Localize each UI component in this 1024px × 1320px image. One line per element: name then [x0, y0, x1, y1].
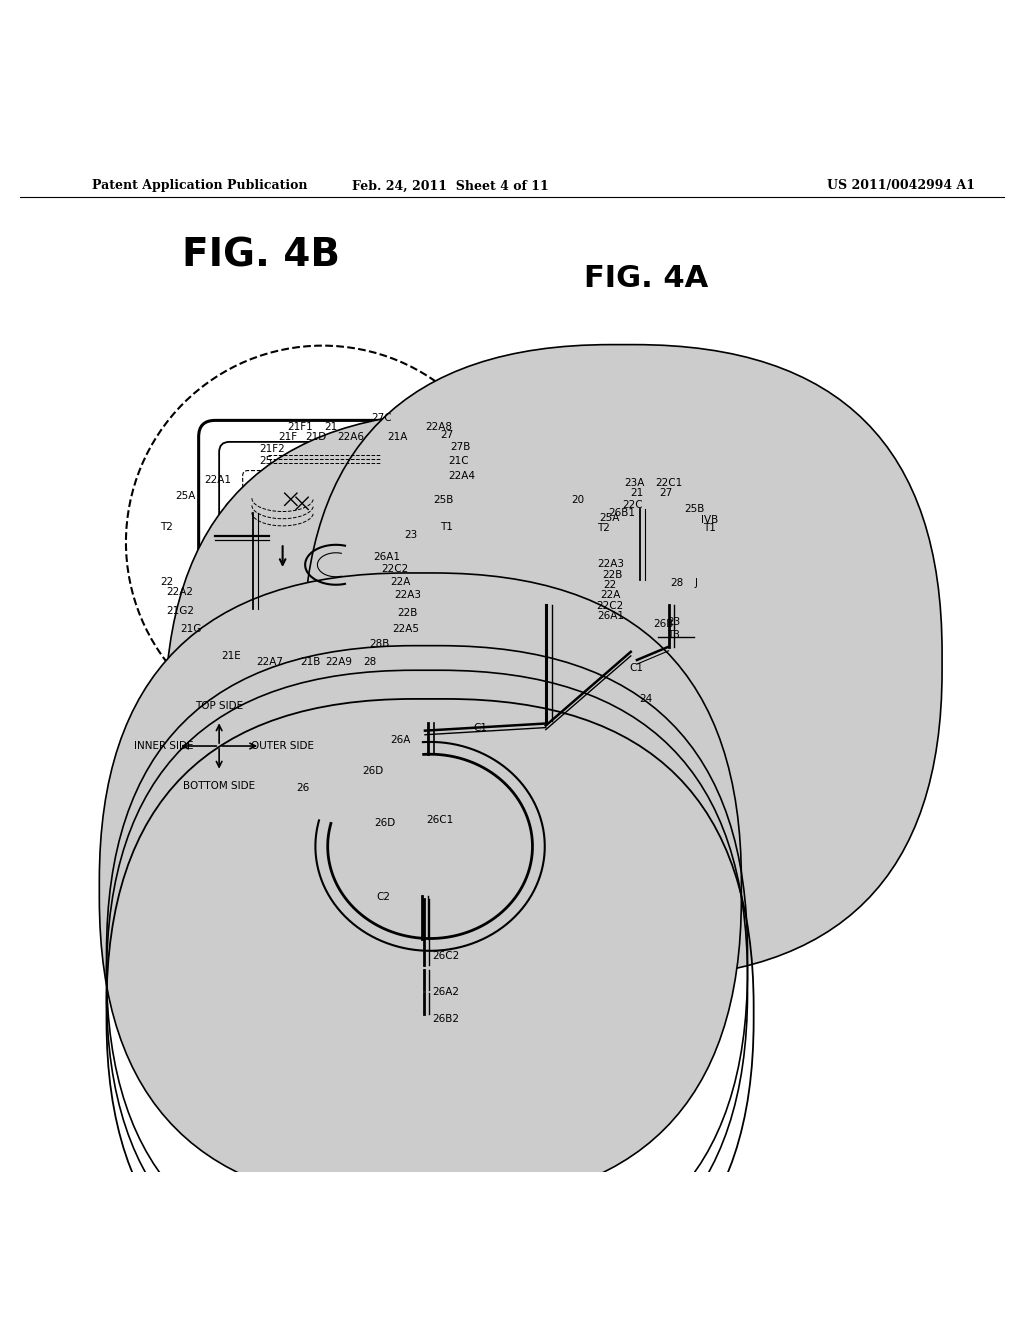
Text: 26D: 26D [375, 818, 395, 828]
Text: 22B: 22B [602, 570, 623, 579]
Text: 25B: 25B [684, 504, 705, 515]
Text: Feb. 24, 2011  Sheet 4 of 11: Feb. 24, 2011 Sheet 4 of 11 [352, 180, 549, 193]
Text: 25B: 25B [433, 495, 454, 506]
Text: 21G: 21G [180, 624, 201, 635]
Text: 25: 25 [260, 457, 272, 466]
Text: 26B: 26B [653, 619, 674, 630]
Text: 28: 28 [671, 578, 683, 589]
Text: 21C: 21C [449, 457, 469, 466]
Text: 22A3: 22A3 [597, 558, 624, 569]
Text: 23: 23 [668, 618, 680, 627]
Text: 27: 27 [659, 488, 672, 498]
Text: 27C: 27C [372, 413, 392, 424]
Text: C1: C1 [629, 663, 643, 673]
Text: 23A: 23A [625, 478, 645, 488]
Text: FIG. 4B: FIG. 4B [182, 236, 340, 275]
Text: 21F2: 21F2 [259, 444, 286, 454]
Text: 22A7: 22A7 [256, 657, 283, 667]
Text: 22A2: 22A2 [167, 587, 194, 598]
Text: 23: 23 [404, 531, 417, 540]
Text: T3: T3 [668, 631, 680, 640]
Text: 21A: 21A [387, 432, 408, 442]
Text: OUTER SIDE: OUTER SIDE [251, 741, 314, 751]
Text: 22B: 22B [397, 609, 418, 618]
Text: 22A5: 22A5 [392, 624, 419, 635]
Text: T1: T1 [440, 521, 453, 532]
Text: 26A1: 26A1 [374, 552, 400, 561]
Text: 21D: 21D [305, 432, 326, 442]
Text: 22A: 22A [600, 590, 621, 601]
Text: 22A9: 22A9 [326, 657, 352, 667]
Text: 21F: 21F [279, 432, 297, 442]
FancyBboxPatch shape [99, 573, 741, 1205]
Text: IVB: IVB [701, 515, 718, 525]
Text: 22A: 22A [390, 577, 411, 587]
FancyBboxPatch shape [303, 345, 942, 978]
Text: 22C: 22C [623, 500, 643, 511]
Text: 26C2: 26C2 [432, 950, 459, 961]
Text: 26A: 26A [390, 735, 411, 744]
Text: 22: 22 [161, 577, 173, 587]
Text: 26B2: 26B2 [432, 1015, 459, 1024]
Text: 21: 21 [325, 421, 337, 432]
Text: Patent Application Publication: Patent Application Publication [92, 180, 307, 193]
Text: 22C1: 22C1 [655, 478, 682, 488]
Text: 21: 21 [631, 488, 643, 498]
Text: 20: 20 [571, 495, 584, 506]
Text: 21F1: 21F1 [287, 421, 313, 432]
Text: 26A1: 26A1 [597, 611, 624, 620]
Text: BOTTOM SIDE: BOTTOM SIDE [183, 781, 255, 791]
Text: 28B: 28B [370, 639, 390, 648]
Text: T2: T2 [161, 521, 173, 532]
Circle shape [680, 553, 686, 558]
Text: T2: T2 [597, 523, 609, 533]
Text: 25A: 25A [599, 512, 620, 523]
Text: US 2011/0042994 A1: US 2011/0042994 A1 [827, 180, 975, 193]
Text: T1: T1 [703, 523, 716, 533]
Text: 22A8: 22A8 [425, 421, 452, 432]
Text: 27B: 27B [451, 442, 471, 451]
Text: 21E: 21E [221, 651, 242, 661]
Text: 22C2: 22C2 [597, 601, 624, 611]
Text: 26C1: 26C1 [427, 814, 454, 825]
Text: 21B: 21B [300, 657, 321, 667]
Text: C1: C1 [473, 722, 487, 733]
Text: 22A4: 22A4 [449, 471, 475, 480]
Text: TOP SIDE: TOP SIDE [196, 701, 243, 711]
Text: 27: 27 [440, 430, 453, 440]
Text: 25A: 25A [175, 491, 196, 502]
Text: 22A6: 22A6 [338, 432, 365, 442]
Text: 26A2: 26A2 [432, 987, 459, 997]
Text: 26D: 26D [362, 766, 383, 776]
Text: C2: C2 [376, 891, 390, 902]
Text: 22: 22 [604, 581, 616, 590]
FancyBboxPatch shape [165, 411, 808, 1045]
Text: INNER SIDE: INNER SIDE [134, 741, 194, 751]
Text: 22A3: 22A3 [394, 590, 421, 601]
Text: 28: 28 [364, 657, 376, 667]
Text: 26: 26 [297, 783, 309, 793]
Text: 26B1: 26B1 [608, 508, 635, 517]
Text: J: J [695, 578, 697, 589]
Circle shape [354, 581, 367, 594]
Text: 24: 24 [640, 694, 652, 704]
Text: 22C2: 22C2 [382, 564, 409, 574]
Text: FIG. 4A: FIG. 4A [584, 264, 708, 293]
Text: 22A1: 22A1 [205, 475, 231, 484]
Text: 21G2: 21G2 [166, 606, 195, 616]
